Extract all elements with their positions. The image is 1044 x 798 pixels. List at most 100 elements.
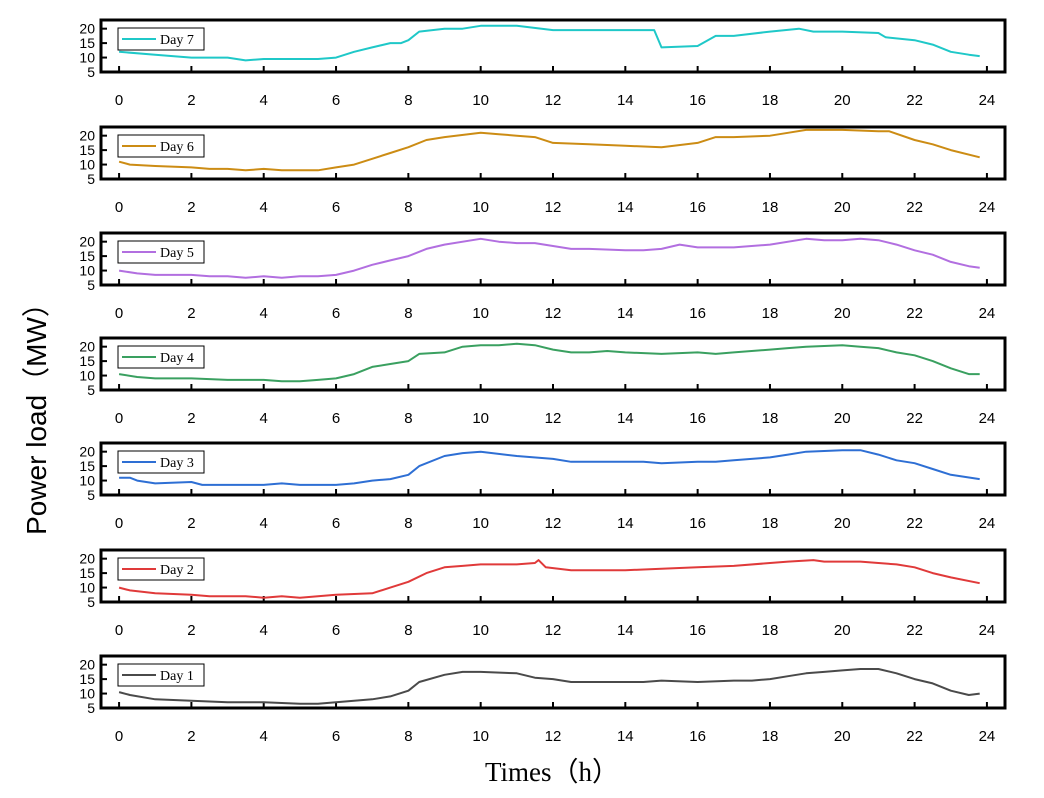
y-tick-label: 20 [79,234,95,250]
x-tick-label: 24 [979,92,996,109]
x-tick-label: 2 [187,199,195,216]
x-tick-label: 4 [260,515,268,532]
x-tick-label: 22 [906,622,923,639]
y-tick-label: 10 [79,50,95,66]
legend: Day 6 [117,134,205,158]
legend-label: Day 5 [160,246,194,261]
x-tick-label: 4 [260,305,268,322]
x-tick-label: 6 [332,410,340,427]
y-tick-label: 10 [79,368,95,384]
y-tick-label: 5 [87,64,95,80]
y-tick-label: 10 [79,686,95,702]
x-tick-label: 12 [545,410,562,427]
x-tick-label: 12 [545,728,562,745]
x-tick-label: 22 [906,410,923,427]
x-tick-label: 18 [762,622,779,639]
x-tick-label: 0 [115,728,123,745]
legend-box [117,557,205,581]
x-tick-label: 20 [834,728,851,745]
x-tick-label: 14 [617,199,634,216]
legend: Day 2 [117,557,205,581]
x-tick-label: 2 [187,410,195,427]
y-tick-label: 10 [79,263,95,279]
x-tick-label: 22 [906,305,923,322]
x-tick-label: 18 [762,515,779,532]
x-tick-label: 0 [115,92,123,109]
x-tick-label: 18 [762,305,779,322]
x-tick-label: 24 [979,728,996,745]
x-tick-label: 4 [260,92,268,109]
x-tick-label: 6 [332,92,340,109]
x-tick-label: 20 [834,92,851,109]
legend-label: Day 2 [160,563,194,578]
x-tick-label: 18 [762,728,779,745]
x-tick-label: 24 [979,622,996,639]
y-tick-label: 15 [79,142,95,158]
legend: Day 1 [117,663,205,687]
y-tick-label: 5 [87,487,95,503]
x-tick-label: 24 [979,199,996,216]
series-line-day-3 [119,449,980,486]
x-tick-label: 12 [545,92,562,109]
x-tick-label: 18 [762,199,779,216]
series-line-day-4 [118,342,980,383]
legend-box [117,663,205,687]
x-tick-label: 8 [404,199,412,216]
x-tick-label: 14 [617,305,634,322]
y-tick-label: 15 [79,353,95,369]
y-tick-label: 10 [79,473,95,489]
x-tick-label: 10 [472,199,489,216]
x-tick-label: 10 [472,92,489,109]
x-tick-label: 8 [404,728,412,745]
x-tick-label: 6 [332,622,340,639]
y-tick-label: 5 [87,594,95,610]
x-tick-label: 14 [617,410,634,427]
x-tick-label: 8 [404,515,412,532]
x-tick-label: 6 [332,199,340,216]
y-tick-label: 20 [79,339,95,355]
y-tick-label: 20 [79,21,95,37]
x-tick-label: 16 [689,92,706,109]
x-tick-label: 24 [979,515,996,532]
x-tick-label: 8 [404,622,412,639]
x-tick-label: 6 [332,728,340,745]
x-tick-label: 6 [332,515,340,532]
series-line-day-2 [118,559,980,599]
x-tick-label: 10 [472,728,489,745]
y-tick-label: 5 [87,382,95,398]
x-tick-label: 12 [545,515,562,532]
x-tick-label: 24 [979,305,996,322]
x-tick-label: 12 [545,199,562,216]
x-tick-label: 18 [762,92,779,109]
x-tick-label: 2 [187,305,195,322]
x-tick-label: 18 [762,410,779,427]
x-tick-label: 2 [187,622,195,639]
x-tick-label: 4 [260,410,268,427]
legend-label: Day 6 [160,140,194,155]
x-tick-label: 8 [404,410,412,427]
x-tick-label: 8 [404,305,412,322]
series-line-day-6 [118,128,980,172]
y-tick-label: 20 [79,444,95,460]
x-tick-label: 16 [689,515,706,532]
y-tick-label: 20 [79,657,95,673]
legend-box [117,450,205,474]
y-tick-label: 20 [79,551,95,567]
y-tick-label: 15 [79,671,95,687]
x-tick-label: 16 [689,305,706,322]
panel-frame [99,441,1007,497]
x-tick-label: 2 [187,728,195,745]
legend: Day 5 [117,240,205,264]
x-tick-label: 0 [115,410,123,427]
panel-frame [99,18,1007,74]
y-tick-label: 15 [79,35,95,51]
legend: Day 4 [117,345,205,369]
panel-frame [99,125,1007,181]
legend: Day 3 [117,450,205,474]
